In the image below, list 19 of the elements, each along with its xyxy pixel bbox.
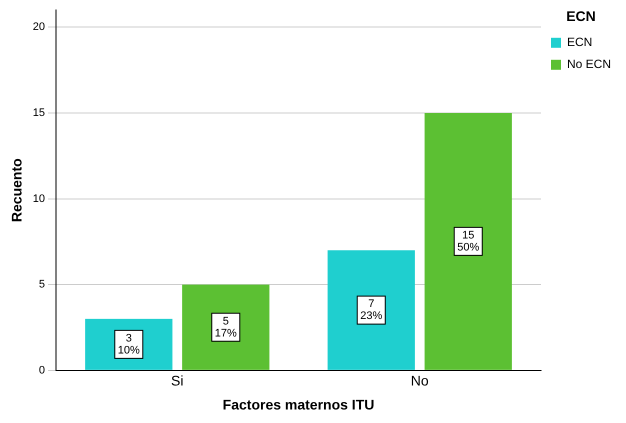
y-tick-label: 5 (38, 278, 46, 291)
data-label: 3 10% (118, 332, 140, 356)
bar (182, 284, 270, 370)
data-label: 5 17% (214, 315, 237, 340)
y-tick-label: 0 (38, 364, 46, 376)
bar (424, 112, 512, 370)
x-axis-title: Factores maternos ITU (222, 396, 374, 412)
legend-label: ECN (566, 35, 592, 50)
y-tick-label: 15 (32, 107, 46, 120)
y-tick-label: 10 (32, 192, 46, 205)
y-axis-title: Recuento (8, 158, 24, 222)
legend-label: No ECN (566, 57, 612, 72)
x-tick-label: Si (171, 372, 184, 389)
x-tick-label: No (410, 372, 429, 389)
bar (328, 250, 415, 370)
data-label: 7 23% (360, 298, 382, 322)
data-label: 15 50% (457, 229, 480, 254)
legend-title: ECN (566, 8, 596, 24)
y-tick-label: 20 (32, 21, 46, 34)
